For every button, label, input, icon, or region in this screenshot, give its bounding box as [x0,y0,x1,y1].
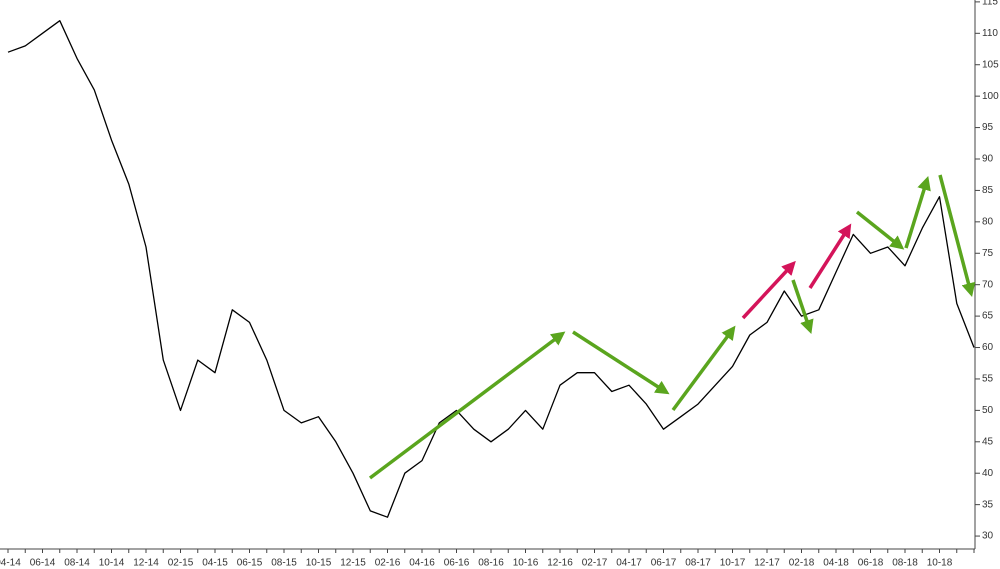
y-tick-label: 110 [982,28,998,39]
y-tick-label: 60 [982,342,994,353]
y-tick-label: 80 [982,216,994,227]
price-line [7,20,975,518]
x-tick-label: 10-14 [99,558,125,569]
arrow [791,279,814,334]
x-tick-label: 02-17 [582,558,608,569]
x-tick-label: 02-16 [375,558,401,569]
y-tick-label: 85 [982,185,994,196]
y-tick-label: 105 [982,59,999,70]
y-tick-label: 90 [982,154,994,165]
x-tick-label: 04-16 [409,558,435,569]
x-tick-label: 08-16 [478,558,504,569]
arrow [671,325,736,412]
x-tick-label: 08-14 [64,558,90,569]
x-tick-label: 04-18 [823,558,849,569]
x-tick-label: 10-18 [927,558,953,569]
x-tick-label: 06-16 [444,558,470,569]
y-tick-label: 95 [982,122,994,133]
y-tick-label: 65 [982,311,994,322]
x-tick-label: 02-18 [789,558,815,569]
y-tick-label: 50 [982,405,994,416]
y-tick-label: 40 [982,468,994,479]
x-tick-label: 06-17 [651,558,677,569]
arrow [368,331,566,480]
x-tick-label: 08-17 [685,558,711,569]
x-tick-label: 10-15 [306,558,332,569]
y-tick-label: 55 [982,374,994,385]
arrow [904,175,931,249]
trend-arrows [368,174,976,480]
x-tick-label: 04-15 [202,558,228,569]
y-tick-label: 30 [982,531,994,542]
x-tick-label: 12-15 [340,558,366,569]
arrow [572,330,670,395]
x-tick-label: 10-16 [513,558,539,569]
y-tick-label: 35 [982,499,994,510]
x-tick-label: 08-15 [271,558,297,569]
x-tick-label: 06-15 [237,558,263,569]
y-tick-label: 45 [982,436,994,447]
y-tick-label: 115 [982,0,998,8]
y-tick-label: 70 [982,279,994,290]
x-tick-label: 04-14 [0,558,21,569]
x-tick-label: 12-14 [133,558,159,569]
x-tick-label: 12-16 [547,558,573,569]
x-tick-label: 08-18 [892,558,918,569]
x-tick-label: 04-17 [616,558,642,569]
x-tick-label: 06-18 [858,558,884,569]
x-tick-label: 12-17 [754,558,780,569]
x-tick-label: 06-14 [30,558,56,569]
arrow [855,210,905,250]
arrow [741,260,796,320]
arrow [938,174,976,298]
x-tick-label: 10-17 [720,558,746,569]
x-tick-label: 02-15 [168,558,194,569]
y-tick-label: 100 [982,91,999,102]
arrow [808,223,852,289]
y-tick-label: 75 [982,248,994,259]
